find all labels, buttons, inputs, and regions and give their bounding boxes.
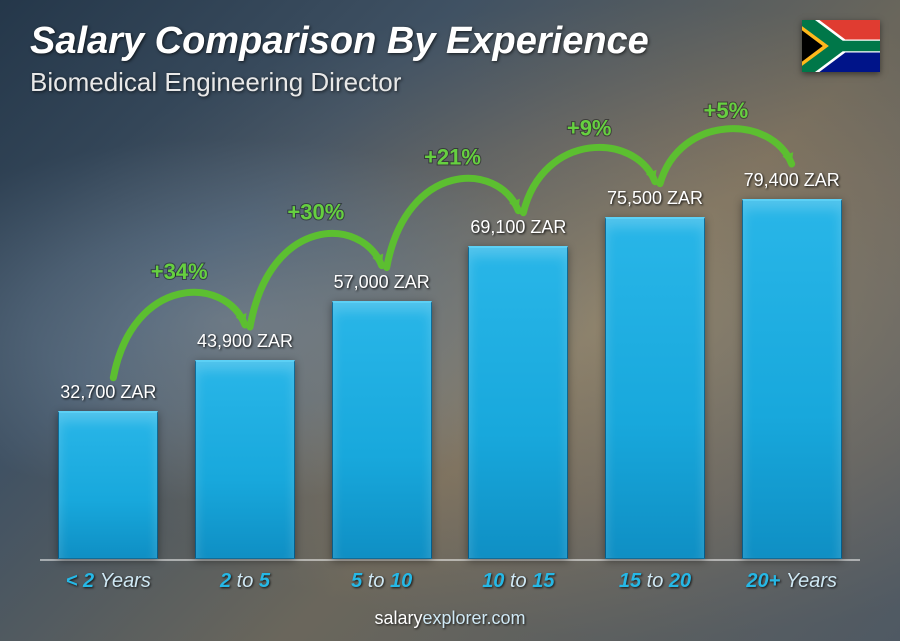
bar-group: 32,700 ZAR< 2 Years bbox=[40, 131, 177, 559]
chart-header: Salary Comparison By Experience Biomedic… bbox=[30, 20, 870, 98]
category-label: 10 to 15 bbox=[482, 570, 554, 593]
chart-subtitle: Biomedical Engineering Director bbox=[30, 67, 870, 98]
bar-value-label: 43,900 ZAR bbox=[197, 331, 293, 352]
source-attribution: salaryexplorer.com bbox=[0, 608, 900, 629]
bar bbox=[468, 246, 568, 559]
bar bbox=[195, 360, 295, 559]
category-label: 20+ Years bbox=[746, 570, 837, 593]
bar-value-label: 32,700 ZAR bbox=[60, 382, 156, 403]
delta-label: +5% bbox=[704, 98, 749, 123]
bar-group: 79,400 ZAR20+ Years bbox=[723, 131, 860, 559]
bar-value-label: 75,500 ZAR bbox=[607, 188, 703, 209]
bar bbox=[332, 301, 432, 559]
bar-group: 69,100 ZAR10 to 15 bbox=[450, 131, 587, 559]
category-label: < 2 Years bbox=[66, 570, 151, 593]
bar-chart: 32,700 ZAR< 2 Years43,900 ZAR2 to 557,00… bbox=[40, 131, 860, 561]
bar-group: 57,000 ZAR5 to 10 bbox=[313, 131, 450, 559]
bar-value-label: 79,400 ZAR bbox=[744, 170, 840, 191]
bar bbox=[742, 199, 842, 559]
category-label: 2 to 5 bbox=[220, 570, 270, 593]
category-label: 15 to 20 bbox=[619, 570, 691, 593]
bar bbox=[58, 411, 158, 559]
bar bbox=[605, 217, 705, 559]
bar-value-label: 69,100 ZAR bbox=[470, 217, 566, 238]
chart-title: Salary Comparison By Experience bbox=[30, 20, 870, 63]
bar-group: 75,500 ZAR15 to 20 bbox=[587, 131, 724, 559]
bar-value-label: 57,000 ZAR bbox=[334, 272, 430, 293]
bar-group: 43,900 ZAR2 to 5 bbox=[177, 131, 314, 559]
category-label: 5 to 10 bbox=[351, 570, 412, 593]
south-africa-flag-icon bbox=[802, 20, 880, 72]
